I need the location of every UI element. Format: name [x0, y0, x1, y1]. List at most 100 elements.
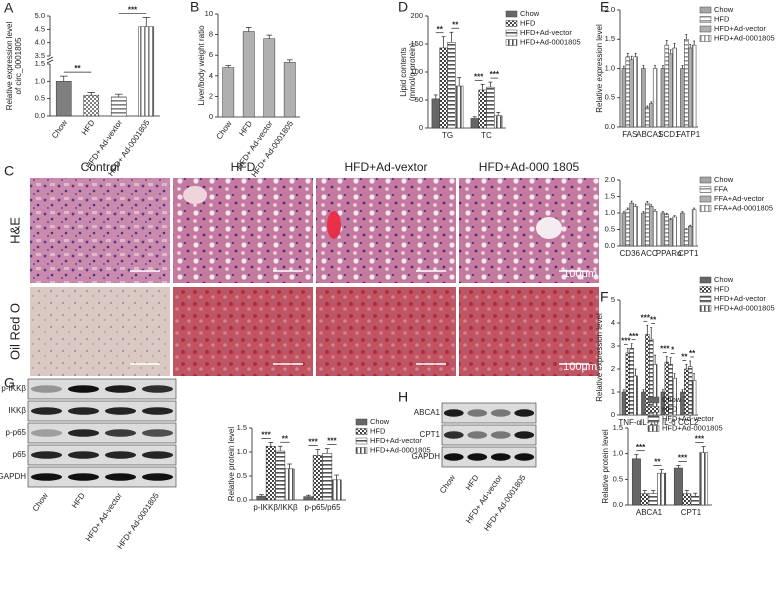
y-tick-label: 8 — [209, 30, 213, 39]
legend-swatch — [699, 25, 712, 33]
lane-label: HFD — [464, 473, 481, 492]
y-axis-label: Relative protein level — [601, 429, 610, 503]
y-tick-label: 5.0 — [35, 11, 45, 20]
legend-swatch — [699, 186, 712, 193]
blot-row-label: p-p65 — [6, 428, 27, 437]
bar — [633, 56, 638, 128]
bar — [672, 47, 677, 128]
tissue-image — [316, 287, 456, 376]
y-tick-label: 1.0 — [237, 447, 247, 456]
bar — [688, 366, 693, 416]
x-tick-label: CPT1 — [681, 508, 702, 517]
x-tick-label: HFD — [80, 118, 97, 137]
blot-band — [443, 431, 464, 439]
legend-label: HFD+Ad-vector — [370, 436, 422, 445]
y-tick-label: 0.0 — [237, 495, 247, 504]
significance-label: *** — [678, 454, 688, 463]
x-tick-label: CD36 — [620, 249, 641, 258]
legend-label: HFD+Ad-0001805 — [714, 303, 775, 312]
bar — [110, 96, 127, 117]
legend-label: HFD+Ad-0001805 — [370, 445, 431, 454]
bar — [138, 26, 155, 117]
tissue-image — [173, 287, 313, 376]
x-tick-label: SCD1 — [658, 130, 680, 139]
bar — [470, 118, 479, 129]
blot-band — [67, 385, 100, 393]
bar — [55, 81, 72, 117]
scale-label: 100μm — [563, 268, 597, 280]
bar — [621, 391, 627, 416]
bar — [621, 68, 627, 128]
y-axis-label: Relative expression level — [595, 24, 604, 113]
x-tick-label: p-IKKβ/IKKβ — [253, 503, 298, 512]
panel-letter: H — [398, 389, 408, 405]
bar — [478, 89, 487, 129]
significance-label: *** — [308, 438, 318, 447]
y-tick-label: 150 — [410, 39, 423, 48]
bar — [699, 452, 709, 506]
significance-label: *** — [660, 344, 670, 353]
y-tick-label: 50 — [415, 95, 423, 104]
y-tick-label: 2.0 — [605, 175, 615, 184]
significance-label: * — [671, 346, 675, 355]
axis-break — [46, 59, 54, 64]
bar — [455, 85, 464, 129]
row-label: H&E — [7, 217, 22, 244]
legend-swatch — [699, 6, 712, 14]
panel-letter: C — [4, 163, 14, 179]
bar — [664, 44, 669, 128]
x-tick-label: FATP1 — [676, 130, 700, 139]
legend-label: HFD+Ad-vector — [662, 414, 714, 423]
blot-band — [104, 429, 137, 437]
bar — [256, 495, 267, 501]
blot-band — [467, 453, 488, 461]
blot-band — [30, 407, 63, 415]
blot-band — [467, 431, 488, 439]
blot-band — [490, 453, 511, 461]
legend-swatch — [699, 305, 712, 312]
bar — [649, 103, 654, 128]
lane-label: Chow — [438, 473, 457, 495]
legend-swatch — [355, 437, 368, 445]
bar — [660, 212, 666, 247]
blot-row-label: IKKβ — [9, 406, 27, 415]
significance-label: ** — [654, 458, 661, 467]
y-tick-label: 0 — [209, 112, 213, 121]
y-tick-label: 3.5 — [35, 51, 45, 60]
y-tick-label: 1.0 — [605, 63, 615, 72]
panel-letter: D — [398, 0, 408, 15]
legend-swatch — [505, 39, 518, 46]
blot-band — [514, 409, 535, 417]
legend-swatch — [505, 29, 518, 37]
bar — [486, 86, 495, 129]
legend-swatch — [699, 276, 712, 284]
legend-label: HFD — [662, 404, 678, 413]
blot-band — [67, 407, 100, 415]
bar — [688, 47, 693, 128]
bar — [682, 493, 692, 506]
vessel — [536, 217, 562, 239]
y-axis-label: Liver/body weight ratio — [197, 25, 206, 106]
legend-label: FFA — [714, 184, 728, 193]
y-tick-label: 0 — [611, 410, 615, 419]
bar — [668, 53, 673, 128]
y-tick-label: 1.0 — [605, 208, 615, 217]
legend-swatch — [647, 406, 660, 413]
x-tick-label: PPARα — [656, 249, 682, 258]
y-tick-label: 1.5 — [237, 423, 247, 432]
blot-band — [67, 429, 100, 437]
bar — [680, 212, 685, 247]
legend-label: HFD — [370, 426, 386, 435]
y-tick-label: 1.5 — [35, 59, 45, 68]
y-tick-label: 0.5 — [237, 471, 247, 480]
y-tick-label: 0.5 — [605, 93, 615, 102]
significance-label: *** — [641, 313, 651, 322]
bar — [672, 216, 677, 247]
legend-swatch — [647, 396, 660, 404]
bar — [242, 31, 255, 118]
lane-label: HFD — [70, 491, 87, 510]
bar — [222, 67, 235, 118]
bar — [312, 455, 323, 501]
legend-swatch — [355, 418, 368, 426]
bar — [652, 68, 658, 128]
